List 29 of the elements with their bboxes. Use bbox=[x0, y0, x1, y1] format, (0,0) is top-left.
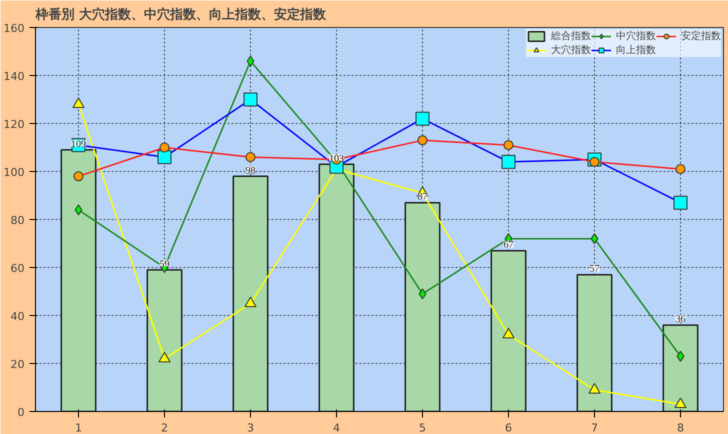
y-tick-label: 0 bbox=[18, 406, 24, 419]
y-tick-label: 20 bbox=[10, 358, 25, 371]
y-tick-label: 100 bbox=[4, 166, 25, 179]
x-tick-label: 8 bbox=[677, 422, 684, 434]
x-tick-label: 6 bbox=[505, 422, 512, 434]
y-tick-label: 80 bbox=[10, 214, 25, 227]
x-tick-label: 5 bbox=[419, 422, 426, 434]
legend-label: 向上指数 bbox=[616, 44, 656, 57]
data-label: 103 bbox=[329, 153, 344, 164]
data-label: 36 bbox=[676, 314, 686, 326]
legend-label: 大穴指数 bbox=[551, 44, 591, 57]
data-label: 98 bbox=[246, 165, 256, 176]
x-tick-label: 1 bbox=[75, 422, 82, 434]
y-tick-label: 120 bbox=[4, 118, 25, 131]
x-tick-label: 4 bbox=[333, 422, 340, 434]
legend-label: 中穴指数 bbox=[616, 30, 656, 43]
legend-label: 安定指数 bbox=[681, 30, 721, 43]
x-tick-label: 7 bbox=[591, 422, 598, 434]
data-label: 67 bbox=[504, 240, 514, 251]
y-tick-label: 40 bbox=[10, 310, 25, 323]
y-tick-label: 140 bbox=[4, 70, 25, 83]
x-tick-label: 3 bbox=[247, 422, 254, 434]
data-label: 87 bbox=[418, 192, 428, 203]
x-tick-label: 2 bbox=[161, 422, 168, 434]
y-tick-label: 60 bbox=[10, 262, 25, 275]
chart-title: 枠番別 大穴指数、中穴指数、向上指数、安定指数 bbox=[34, 6, 328, 22]
y-tick-label: 160 bbox=[4, 22, 25, 35]
legend-label: 総合指数 bbox=[551, 30, 591, 43]
data-label: 57 bbox=[590, 264, 600, 275]
